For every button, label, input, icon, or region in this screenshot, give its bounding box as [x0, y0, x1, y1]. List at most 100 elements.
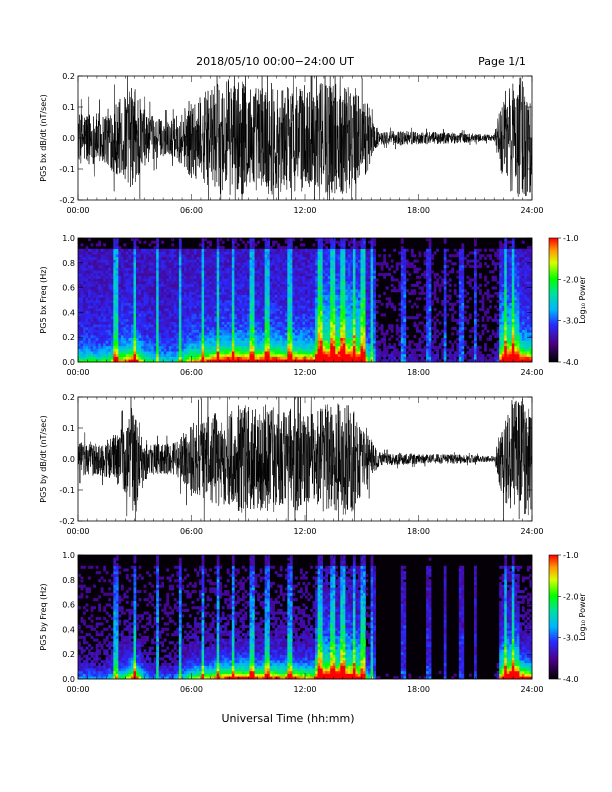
spectrogram-cell [181, 353, 185, 357]
spectrogram-cell [123, 340, 127, 344]
spectrogram-cell [350, 300, 354, 303]
spectrogram-cell [166, 286, 170, 290]
spectrogram-cell [146, 321, 149, 325]
spectrogram-cell [289, 251, 293, 255]
page-title: 2018/05/10 00:00−24:00 UT [196, 55, 354, 68]
spectrogram-cell [125, 359, 129, 363]
spectrogram-cell [178, 308, 182, 312]
spectrogram-cell [108, 313, 112, 317]
spectrogram-cell [231, 273, 235, 277]
spectrogram-cell [136, 267, 139, 271]
spectrogram-cell [161, 353, 165, 357]
spectrogram-cell [115, 291, 119, 295]
spectrogram-cell [85, 254, 89, 258]
spectrogram-cell [310, 348, 313, 352]
spectrogram-cell [249, 348, 253, 352]
spectrogram-cell [310, 335, 313, 339]
spectrogram-cell [95, 243, 99, 247]
spectrogram-cell [136, 294, 139, 298]
spectrogram-cell [156, 308, 160, 312]
spectrogram-cell [249, 313, 253, 317]
spectrogram-cell [327, 238, 331, 241]
spectrogram-cell [191, 348, 195, 352]
spectrogram-cell [289, 248, 293, 252]
spectrogram-cell [176, 335, 180, 339]
spectrogram-cell [310, 254, 313, 258]
spectrogram-cell [241, 343, 245, 347]
spectrogram-cell [337, 264, 341, 268]
spectrogram-cell [327, 264, 331, 268]
spectrogram-cell [161, 283, 165, 287]
spectrogram-cell [302, 353, 306, 357]
spectrogram-cell [105, 321, 109, 325]
spectrogram-cell [342, 238, 346, 241]
spectrogram-cell [148, 302, 152, 306]
spectrogram-cell [138, 321, 142, 325]
spectrogram-cell [335, 329, 339, 333]
spectrogram-cell [226, 281, 230, 285]
spectrogram-cell [151, 267, 154, 271]
spectrogram-cell [234, 337, 238, 341]
spectrogram-cell [130, 308, 134, 312]
spectrogram-cell [279, 340, 283, 344]
spectrogram-cell [347, 359, 351, 363]
spectrogram-cell [231, 256, 235, 260]
spectrogram-cell [216, 310, 220, 314]
spectrogram-cell [93, 275, 96, 279]
spectrogram-cell [93, 337, 96, 341]
spectrogram-cell [178, 259, 182, 263]
spectrogram-cell [297, 356, 301, 360]
spectrogram-cell [315, 297, 318, 301]
spectrogram-cell [163, 308, 167, 312]
spectrogram-cell [284, 332, 288, 336]
spectrogram-cell [196, 310, 200, 314]
spectrogram-cell [337, 297, 341, 301]
spectrogram-cell [161, 300, 165, 303]
spectrogram-cell [188, 300, 192, 303]
spectrogram-cell [347, 310, 351, 314]
spectrogram-cell [282, 251, 286, 255]
spectrogram-cell [257, 270, 260, 274]
spectrogram-cell [355, 240, 359, 244]
spectrogram-cell [272, 308, 276, 312]
spectrogram-cell [141, 337, 144, 341]
spectrogram-cell [305, 308, 308, 312]
spectrogram-cell [138, 343, 142, 347]
spectrogram-cell [83, 340, 86, 344]
spectrogram-cell [123, 267, 127, 271]
spectrogram-cell [315, 291, 318, 295]
spectrogram-cell [282, 351, 286, 355]
spectrogram-cell [80, 297, 84, 301]
spectrogram-cell [214, 267, 218, 271]
spectrogram-cell [136, 308, 139, 312]
spectrogram-cell [315, 340, 318, 344]
spectrogram-cell [219, 310, 223, 314]
spectrogram-cell [188, 340, 192, 344]
spectrogram-cell [262, 256, 265, 260]
spectrogram-cell [340, 359, 344, 363]
spectrogram-cell [259, 297, 263, 301]
spectrogram-cell [196, 318, 200, 322]
spectrogram-cell [115, 270, 119, 274]
spectrogram-cell [292, 270, 296, 274]
spectrogram-cell [259, 262, 263, 266]
spectrogram-cell [128, 251, 132, 255]
spectrogram-cell [224, 251, 228, 255]
spectrogram-cell [98, 281, 101, 285]
spectrogram-cell [241, 283, 245, 287]
spectrogram-cell [342, 262, 346, 266]
spectrogram-cell [125, 343, 129, 347]
spectrogram-cell [274, 318, 278, 322]
spectrogram-cell [194, 256, 197, 260]
spectrogram-cell [136, 291, 139, 295]
spectrogram-cell [88, 238, 91, 241]
spectrogram-cell [257, 335, 260, 339]
spectrogram-cell [254, 351, 258, 355]
spectrogram-cell [191, 248, 195, 252]
spectrogram-cell [244, 294, 248, 298]
spectrogram-cell [239, 308, 243, 312]
spectrogram-cell [196, 329, 200, 333]
spectrogram-cell [315, 302, 318, 306]
spectrogram-cell [118, 267, 122, 271]
spectrogram-cell [335, 343, 339, 347]
